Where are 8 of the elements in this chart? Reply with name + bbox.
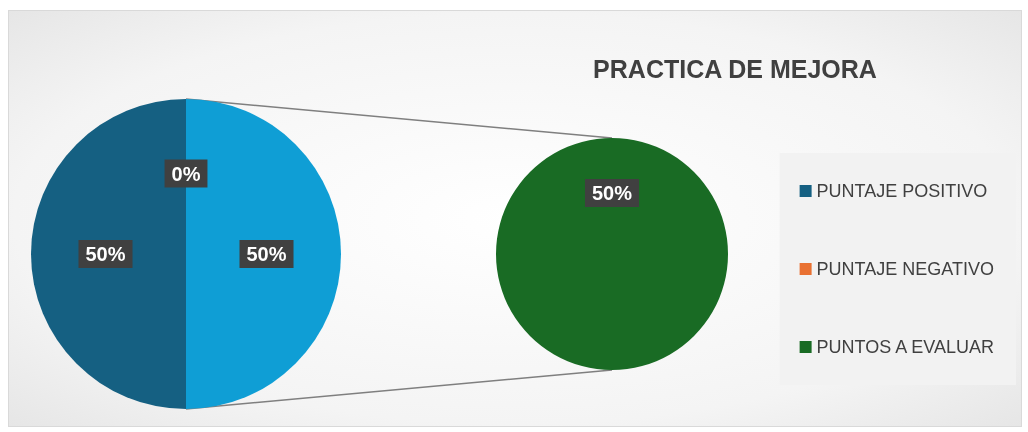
data-label: 50% bbox=[591, 182, 633, 204]
legend-label: PUNTOS A EVALUAR bbox=[816, 337, 995, 357]
text: 0% bbox=[171, 162, 201, 185]
legend-label: PUNTAJE POSITIVO bbox=[816, 181, 988, 201]
data-label: 50% bbox=[85, 243, 126, 265]
data-label: 50% bbox=[246, 243, 287, 265]
legend-label: PUNTAJE NEGATIVO bbox=[816, 259, 994, 279]
chart-title: PRACTICA DE MEJORA bbox=[593, 54, 877, 83]
